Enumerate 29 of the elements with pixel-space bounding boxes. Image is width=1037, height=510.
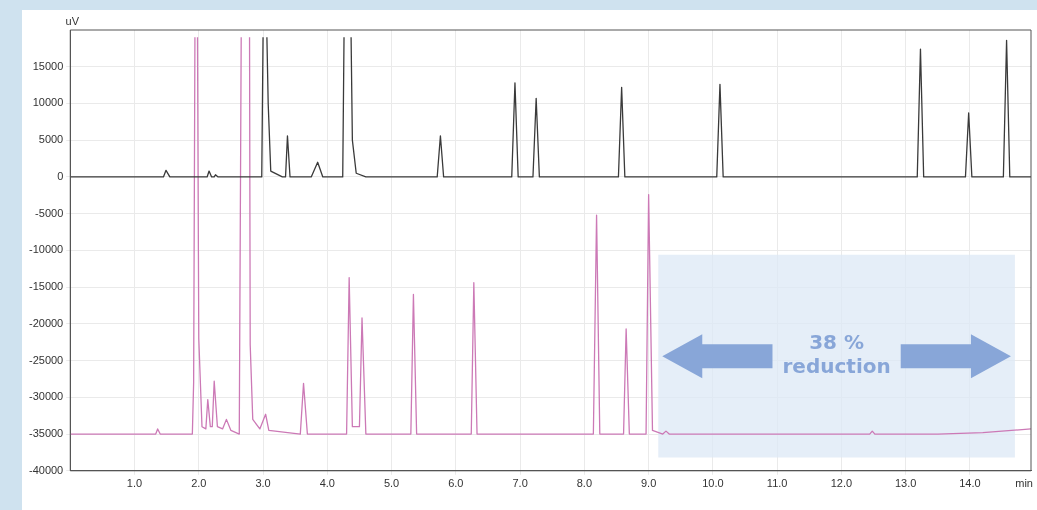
y-tick-label: -15000: [28, 280, 64, 293]
x-tick-label: 13.0: [894, 477, 917, 490]
x-tick-label: 11.0: [766, 477, 788, 490]
x-tick-label: 3.0: [255, 477, 271, 490]
y-tick-label: 0: [57, 169, 64, 182]
x-tick-label: 9.0: [640, 477, 657, 490]
y-axis-title: uV: [65, 14, 80, 27]
x-tick-label: 6.0: [448, 477, 464, 490]
x-tick-label: 10.0: [702, 477, 724, 490]
x-tick-label: 14.0: [959, 477, 981, 490]
y-tick-label: -5000: [35, 206, 64, 219]
y-tick-label: -40000: [28, 463, 64, 476]
y-tick-label: -25000: [28, 353, 64, 366]
x-tick-label: 7.0: [512, 477, 528, 490]
band-label: 38 % reduction: [782, 330, 891, 379]
y-tick-label: -10000: [28, 243, 64, 256]
y-tick-label: -35000: [28, 427, 64, 440]
x-tick-label: 1.0: [126, 477, 143, 490]
x-tick-label: 4.0: [319, 477, 335, 490]
x-axis-title: min: [1015, 477, 1033, 490]
x-tick-label: 8.0: [576, 477, 593, 490]
y-tick-label: 5000: [38, 133, 64, 146]
y-tick-label: -20000: [28, 316, 64, 329]
y-tick-label: 10000: [32, 96, 64, 109]
x-tick-label: 5.0: [383, 477, 400, 490]
x-tick-label: 12.0: [830, 477, 853, 490]
x-tick-label: 2.0: [191, 477, 207, 490]
y-tick-label: 15000: [32, 59, 64, 72]
y-tick-label: -30000: [28, 390, 64, 403]
